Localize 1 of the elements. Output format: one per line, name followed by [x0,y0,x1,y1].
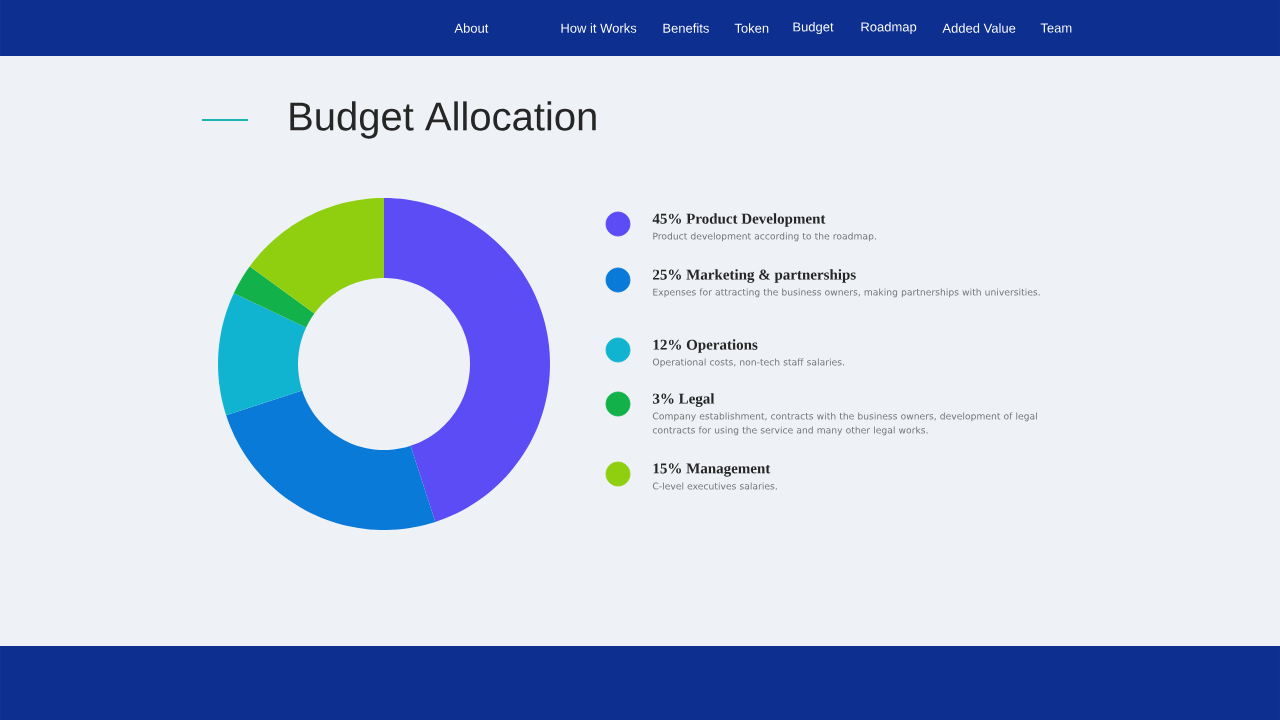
chart-title: Budget Allocation [290,101,596,139]
